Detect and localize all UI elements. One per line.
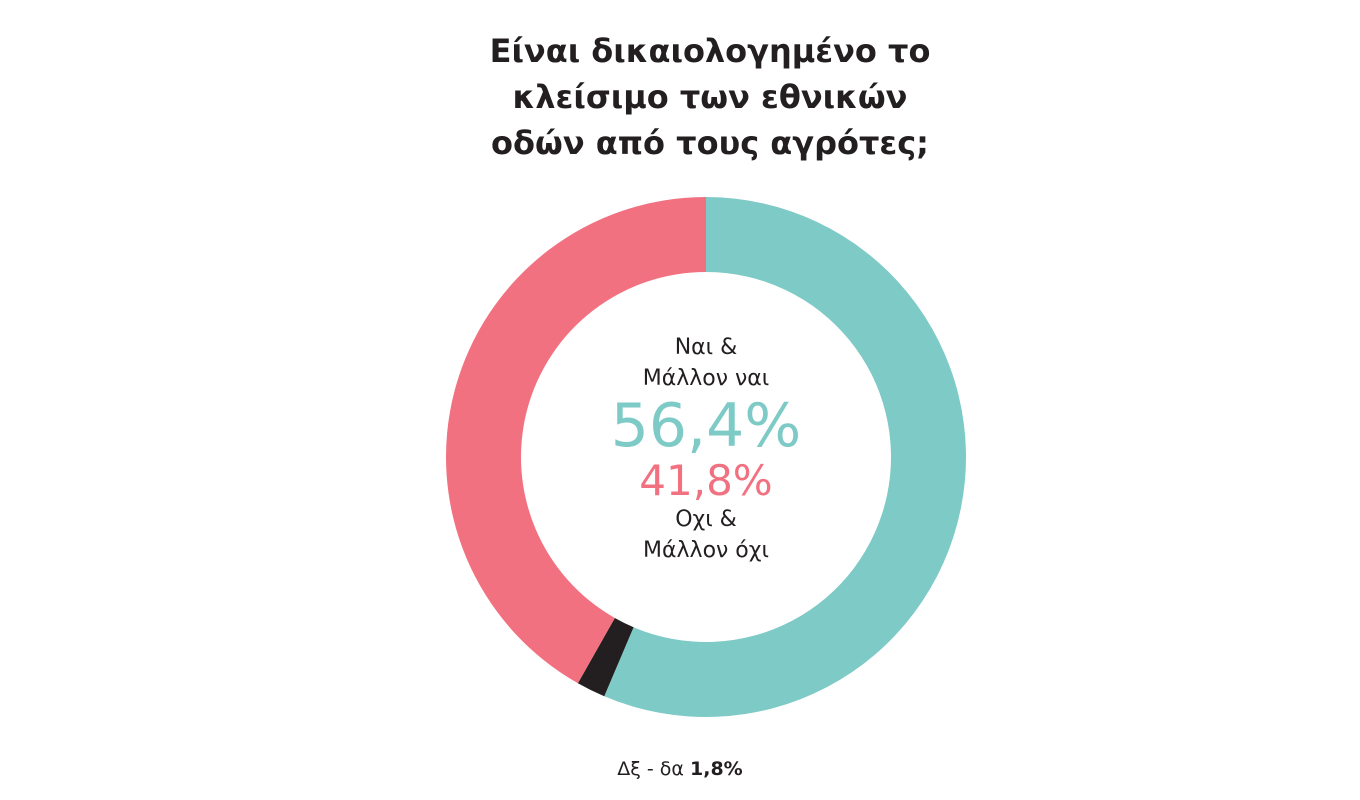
slice: [445, 197, 706, 684]
chart-title: Είναι δικαιολογημένο το κλείσιμο των εθν…: [489, 32, 931, 162]
value-label: 56,4%: [610, 391, 802, 461]
center-labels: Ναι & Μάλλον ναι 56,4% 41,8% Οχι & Μάλλο…: [606, 332, 806, 566]
slice: [604, 197, 966, 717]
slice: [577, 617, 634, 697]
category-label: Οχι & Μάλλον όχι: [643, 507, 769, 563]
value-label: 41,8%: [639, 456, 773, 505]
category-label: Ναι & Μάλλον ναι: [642, 335, 770, 391]
footnote: Δξ - δα 1,8%: [0, 758, 1360, 780]
value-label: 1,8%: [690, 758, 743, 780]
category-label: Δξ - δα: [617, 758, 684, 780]
